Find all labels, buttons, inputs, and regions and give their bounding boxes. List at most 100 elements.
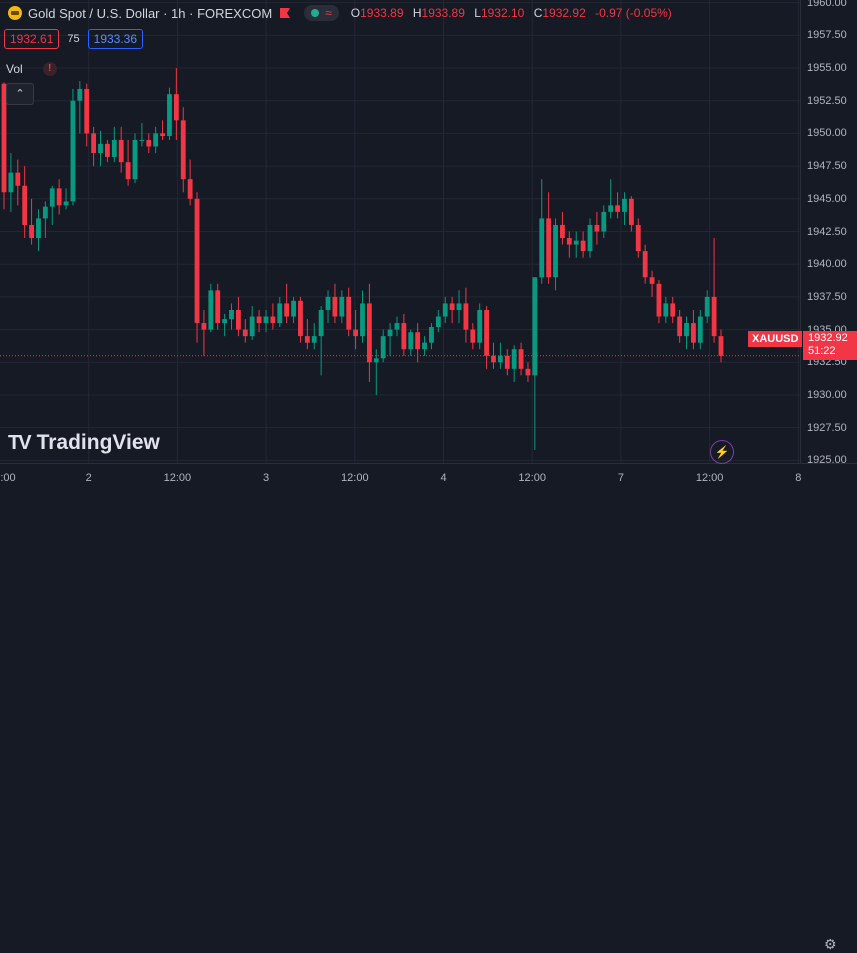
time-axis[interactable]: ⚙ :00 2 12:00 3 12:00 4 12:00 7 12:00 8 bbox=[0, 463, 857, 952]
candle-down[interactable] bbox=[1, 83, 7, 193]
candle-down[interactable] bbox=[635, 224, 641, 252]
candle-up[interactable] bbox=[394, 323, 400, 330]
flag-icon[interactable] bbox=[280, 7, 291, 19]
candle-up[interactable] bbox=[291, 300, 296, 317]
candle-up[interactable] bbox=[339, 296, 345, 317]
candle-down[interactable] bbox=[242, 329, 248, 337]
candle-down[interactable] bbox=[491, 355, 496, 363]
flash-icon[interactable]: ⚡ bbox=[710, 440, 734, 464]
candle-down[interactable] bbox=[718, 336, 724, 356]
price-axis[interactable]: 1960.00 1957.50 1955.00 1952.50 1950.00 1947.… bbox=[800, 0, 857, 466]
candle-down[interactable] bbox=[146, 139, 152, 147]
candle-up[interactable] bbox=[663, 303, 669, 317]
candle-up[interactable] bbox=[573, 240, 579, 245]
candle-down[interactable] bbox=[628, 198, 634, 225]
candle-down[interactable] bbox=[566, 238, 572, 245]
candle-down[interactable] bbox=[401, 323, 407, 350]
candle-up[interactable] bbox=[435, 316, 441, 327]
candle-up[interactable] bbox=[429, 326, 434, 343]
candle-up[interactable] bbox=[622, 198, 627, 212]
candle-down[interactable] bbox=[504, 355, 510, 369]
candle-up[interactable] bbox=[77, 88, 83, 101]
symbol-title[interactable]: Gold Spot / U.S. Dollar · 1h · FOREXCOM bbox=[28, 5, 273, 21]
market-status-pill[interactable]: ≈ bbox=[304, 5, 339, 21]
candle-up[interactable] bbox=[387, 329, 393, 337]
candle-down[interactable] bbox=[298, 300, 303, 337]
candle-down[interactable] bbox=[656, 283, 662, 317]
chevron-up-icon[interactable]: ⌃ bbox=[6, 83, 34, 105]
candle-up[interactable] bbox=[684, 323, 689, 337]
candle-down[interactable] bbox=[180, 120, 186, 180]
candle-up[interactable] bbox=[456, 303, 462, 310]
candle-up[interactable] bbox=[608, 205, 614, 212]
candle-down[interactable] bbox=[118, 139, 124, 163]
candle-up[interactable] bbox=[139, 139, 145, 141]
candle-down[interactable] bbox=[415, 332, 421, 350]
warning-icon[interactable]: ! bbox=[42, 62, 57, 76]
candle-down[interactable] bbox=[160, 133, 165, 137]
candle-up[interactable] bbox=[318, 309, 324, 337]
candle-up[interactable] bbox=[532, 277, 538, 376]
candle-down[interactable] bbox=[56, 188, 62, 206]
candle-down[interactable] bbox=[284, 303, 290, 317]
candle-down[interactable] bbox=[256, 316, 262, 324]
candle-up[interactable] bbox=[277, 303, 283, 324]
candle-down[interactable] bbox=[194, 198, 200, 324]
candle-up[interactable] bbox=[587, 224, 593, 252]
candle-up[interactable] bbox=[408, 332, 414, 350]
candle-down[interactable] bbox=[91, 133, 97, 154]
candle-up[interactable] bbox=[153, 133, 159, 147]
candle-up[interactable] bbox=[208, 290, 214, 330]
candle-up[interactable] bbox=[380, 336, 386, 359]
candle-up[interactable] bbox=[249, 316, 255, 337]
candle-down[interactable] bbox=[615, 205, 620, 212]
candle-down[interactable] bbox=[449, 303, 455, 310]
candle-up[interactable] bbox=[477, 309, 483, 343]
candle-up[interactable] bbox=[132, 139, 138, 180]
candle-down[interactable] bbox=[594, 224, 600, 232]
candle-down[interactable] bbox=[270, 316, 276, 324]
candle-down[interactable] bbox=[15, 172, 21, 186]
candle-down[interactable] bbox=[173, 94, 179, 121]
candle-down[interactable] bbox=[546, 218, 552, 278]
candle-up[interactable] bbox=[111, 139, 117, 157]
buy-button[interactable]: 1933.36 bbox=[87, 29, 144, 49]
sell-button[interactable]: 1932.61 bbox=[4, 29, 60, 49]
candle-up[interactable] bbox=[511, 349, 517, 369]
candle-up[interactable] bbox=[422, 342, 427, 350]
candle-down[interactable] bbox=[332, 296, 338, 317]
candle-down[interactable] bbox=[470, 329, 476, 343]
candle-up[interactable] bbox=[49, 188, 55, 207]
candle-up[interactable] bbox=[360, 303, 365, 337]
candle-up[interactable] bbox=[601, 211, 607, 232]
gear-icon[interactable]: ⚙ bbox=[824, 936, 837, 952]
candle-up[interactable] bbox=[8, 172, 14, 193]
candle-down[interactable] bbox=[84, 88, 90, 134]
chart-area[interactable] bbox=[0, 0, 800, 463]
candle-up[interactable] bbox=[325, 296, 331, 310]
candle-down[interactable] bbox=[235, 309, 241, 330]
candle-down[interactable] bbox=[670, 303, 676, 317]
candle-up[interactable] bbox=[373, 358, 379, 363]
candle-down[interactable] bbox=[580, 240, 586, 252]
candle-down[interactable] bbox=[304, 336, 310, 343]
candle-down[interactable] bbox=[105, 143, 110, 157]
candle-down[interactable] bbox=[201, 323, 207, 330]
candle-up[interactable] bbox=[263, 316, 269, 324]
candle-up[interactable] bbox=[36, 218, 41, 239]
candle-down[interactable] bbox=[125, 162, 131, 180]
candle-down[interactable] bbox=[187, 179, 193, 199]
candle-up[interactable] bbox=[704, 296, 710, 317]
candle-up[interactable] bbox=[442, 303, 448, 317]
candle-up[interactable] bbox=[497, 355, 503, 363]
candle-down[interactable] bbox=[353, 329, 359, 337]
candle-down[interactable] bbox=[642, 251, 648, 278]
candle-up[interactable] bbox=[553, 224, 558, 278]
candle-up[interactable] bbox=[63, 201, 69, 206]
candle-down[interactable] bbox=[484, 309, 490, 356]
candle-down[interactable] bbox=[346, 296, 352, 330]
volume-label[interactable]: Vol bbox=[6, 62, 23, 76]
candle-down[interactable] bbox=[525, 368, 531, 376]
candle-down[interactable] bbox=[518, 349, 524, 369]
candle-down[interactable] bbox=[215, 290, 221, 324]
